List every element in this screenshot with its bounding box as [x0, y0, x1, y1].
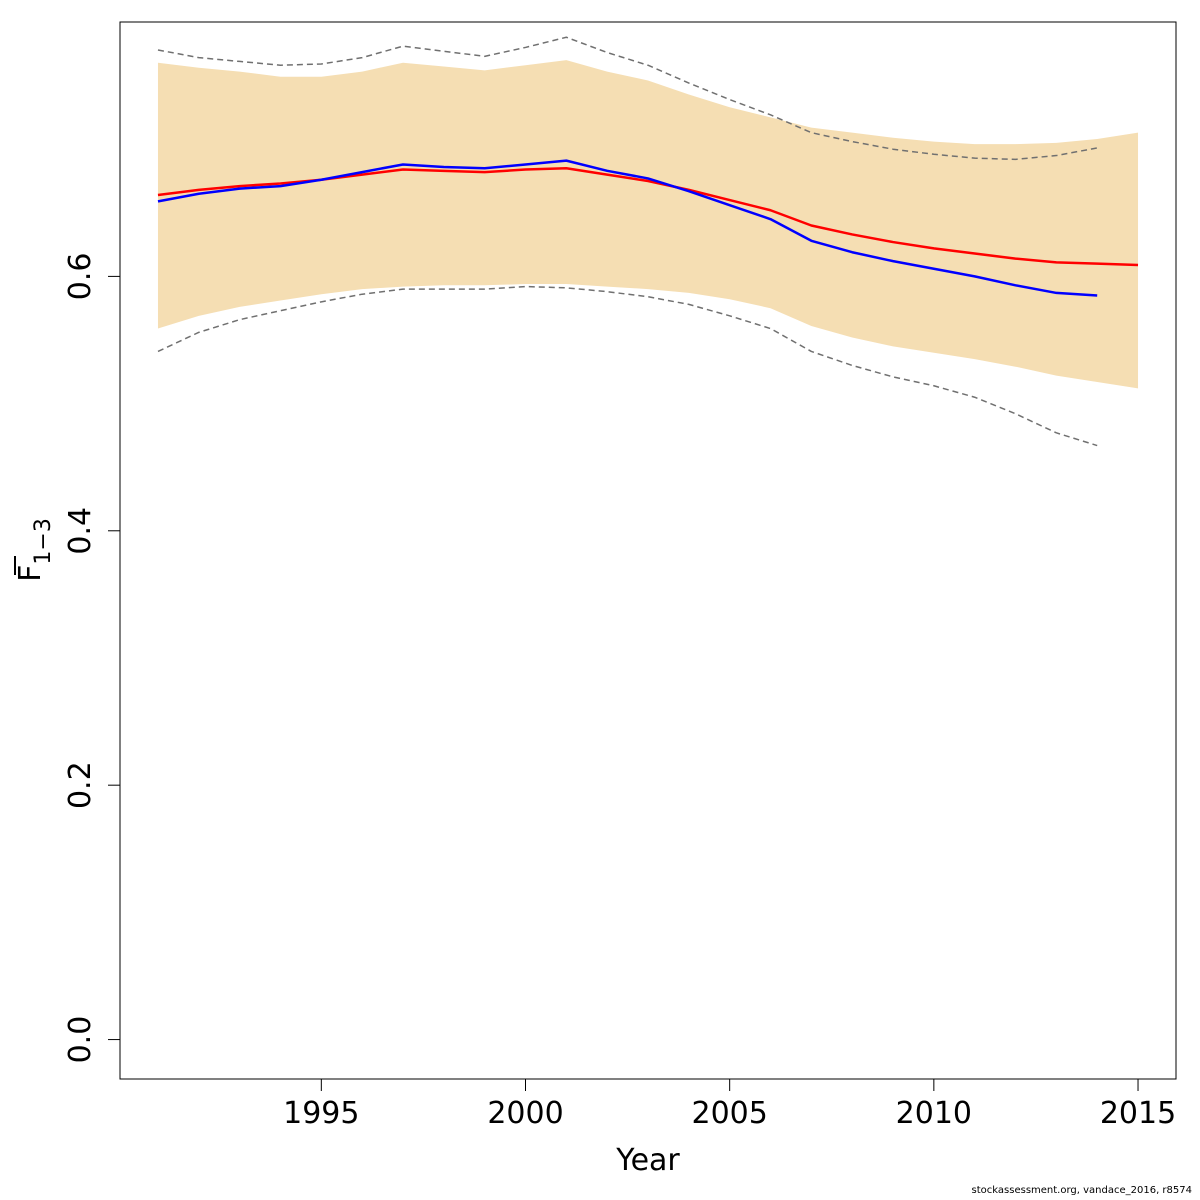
y-tick-label-group: 0.0: [63, 1016, 98, 1064]
x-axis: 1995 2000 2005 2010 2015: [283, 1078, 1176, 1131]
y-axis-title-main: F: [13, 565, 48, 582]
y-tick-label: 0.6: [63, 253, 98, 301]
x-tick-label: 2010: [896, 1096, 972, 1131]
x-tick-label: 2005: [691, 1096, 767, 1131]
y-tick-label-group: 0.2: [63, 761, 98, 809]
confidence-band-layer: [157, 60, 1139, 389]
confidence-band: [157, 60, 1139, 389]
x-tick-label: 1995: [283, 1096, 359, 1131]
y-tick-label: 0.0: [63, 1016, 98, 1064]
series-line-3: [157, 285, 1098, 447]
series-line-1: [157, 159, 1098, 297]
y-axis-title: F1−3: [13, 518, 56, 582]
x-tick-label: 2015: [1100, 1096, 1176, 1131]
x-tick-label: 2000: [487, 1096, 563, 1131]
footer-credit: stockassessment.org, vandace_2016, r8574: [971, 1185, 1192, 1196]
x-axis-title: Year: [615, 1143, 680, 1178]
y-tick-label-group: 0.4: [63, 507, 98, 555]
series-layer: [157, 36, 1139, 447]
y-tick-label: 0.4: [63, 507, 98, 555]
y-axis-title-subscript: 1−3: [31, 518, 56, 564]
y-tick-label: 0.2: [63, 761, 98, 809]
y-axis: 0.0 0.2 0.4 0.6: [63, 253, 121, 1064]
y-tick-label-group: 0.6: [63, 253, 98, 301]
svg-text:F1−3: F1−3: [13, 518, 56, 582]
